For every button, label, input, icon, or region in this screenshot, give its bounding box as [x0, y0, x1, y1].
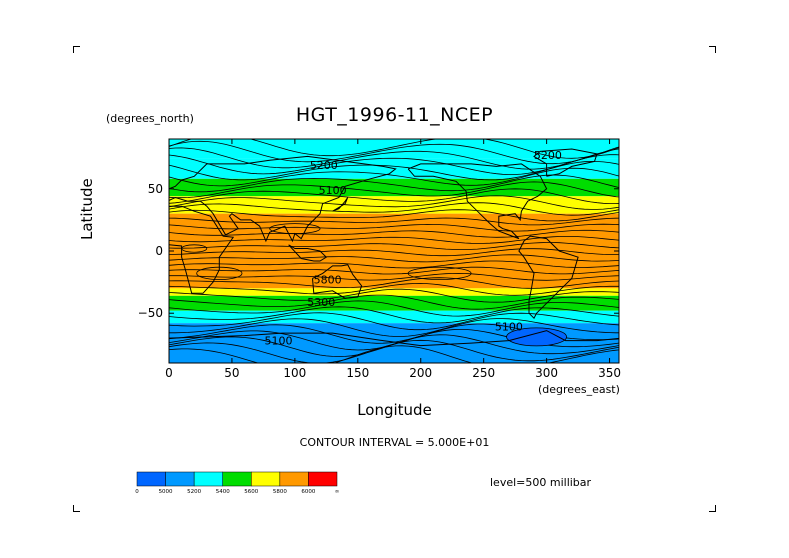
level-label: level=500 millibar: [490, 476, 592, 489]
coastline-8: [332, 197, 349, 212]
x-tick-label: 350: [598, 366, 621, 380]
contour-line: [169, 345, 619, 363]
colorbar-swatch: [308, 471, 338, 487]
contour-line: [169, 306, 619, 324]
colorbar-level-label: 5000: [159, 489, 173, 495]
coastline-3: [407, 163, 548, 240]
colorbar-swatch: [165, 471, 195, 487]
crop-mark-top-left: [73, 46, 80, 53]
coastline-4: [518, 235, 579, 320]
x-axis-label: Longitude: [357, 401, 432, 419]
colorbar-level-label: ∞: [335, 489, 340, 495]
coastline-0: [169, 205, 235, 294]
contour-line: [169, 294, 619, 310]
x-axis-unit: (degrees_east): [538, 383, 620, 396]
contour-line: [169, 266, 619, 275]
colorbar-level-label: 5600: [244, 489, 258, 495]
contour-line: [169, 318, 619, 337]
contour-line: [169, 236, 619, 244]
contour-label: 5300: [307, 296, 335, 309]
y-axis-unit: (degrees_north): [106, 112, 194, 125]
band-3: [169, 196, 619, 214]
colorbar-swatch: [251, 471, 281, 487]
contour-label: 5100: [495, 321, 523, 334]
contour-line: [169, 277, 619, 289]
crop-mark-bottom-left: [73, 505, 80, 512]
contour-line: [169, 181, 619, 199]
contour-line: [169, 260, 619, 269]
x-tick-label: 150: [346, 366, 370, 380]
coastline-6: [169, 330, 619, 347]
contour-line: [169, 242, 619, 250]
coastline-2: [312, 264, 363, 299]
low-pressure-cell: [506, 327, 567, 347]
colorbar-swatch: [222, 471, 252, 487]
y-tick-label: 50: [147, 181, 163, 196]
crop-mark-bottom-right: [709, 505, 716, 512]
contour-line: [169, 223, 619, 232]
contour-line: [169, 195, 619, 210]
x-tick-label: 50: [224, 366, 240, 380]
contour-line: [169, 282, 619, 296]
contour-line: [169, 254, 619, 263]
contour-line: [169, 188, 619, 204]
colorbar-level-label: 5200: [187, 489, 201, 495]
contour-label: 5200: [534, 149, 562, 162]
crop-mark-top-right: [709, 46, 716, 53]
colorbar-level-label: 5800: [273, 489, 287, 495]
contour-label: 5100: [265, 334, 293, 347]
colorbar-swatch: [279, 471, 309, 487]
x-tick-label: 200: [409, 366, 433, 380]
chart-title: HGT_1996-11_NCEP: [295, 104, 494, 126]
contour-closed: [407, 266, 472, 280]
contour-interval-label: CONTOUR INTERVAL = 5.000E+01: [299, 436, 490, 449]
contour-line: [169, 139, 619, 159]
x-tick-label: 250: [472, 366, 496, 380]
band-5: [169, 288, 619, 296]
contour-line: [169, 272, 619, 281]
contour-line: [169, 288, 619, 303]
contour-line: [169, 312, 619, 331]
x-tick-label: 100: [283, 366, 307, 380]
contour-line: [169, 202, 619, 216]
contour-line: [169, 248, 619, 257]
coastline-1: [169, 155, 397, 243]
coastline-5: [533, 148, 598, 177]
contour-label: 5200: [310, 159, 338, 172]
contour-label: 5100: [319, 184, 347, 197]
coastline-7: [288, 244, 328, 262]
colorbar-level-label: 0: [135, 489, 139, 495]
y-tick-label: 0: [155, 244, 163, 258]
colorbar-swatch: [136, 471, 166, 487]
colorbar-swatch: [193, 471, 223, 487]
contour-line: [169, 209, 619, 222]
colorbar-level-label: 5400: [216, 489, 230, 495]
colorbar-level-label: 6000: [301, 489, 315, 495]
x-tick-label: 300: [535, 366, 559, 380]
contour-label: 5800: [314, 273, 342, 286]
contour-line: [169, 217, 619, 226]
x-tick-label: 0: [165, 366, 173, 380]
contour-line: [169, 229, 619, 238]
y-tick-label: −50: [137, 306, 163, 321]
